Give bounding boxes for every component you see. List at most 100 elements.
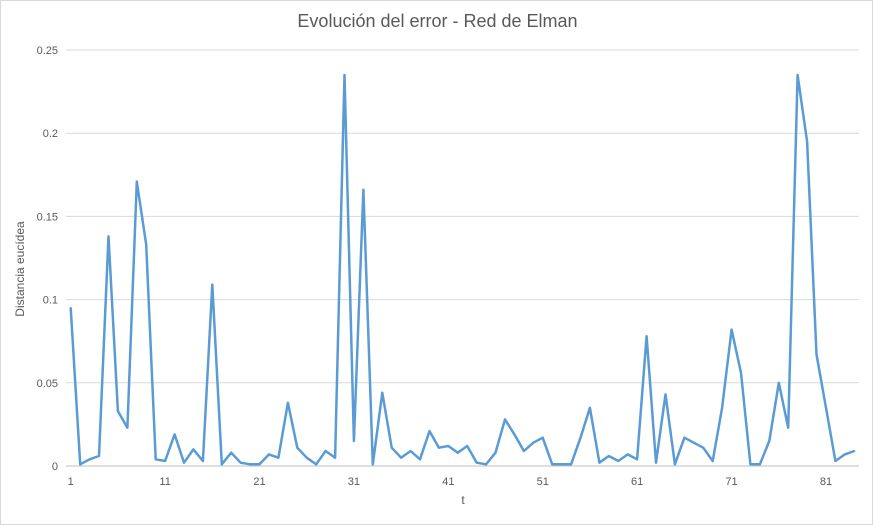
data-point — [721, 406, 724, 409]
data-point — [475, 461, 478, 464]
data-point — [239, 461, 242, 464]
data-point — [711, 460, 714, 463]
data-point — [815, 353, 818, 356]
data-point — [154, 458, 157, 461]
y-tick-label: 0.2 — [43, 128, 58, 140]
data-point — [702, 446, 705, 449]
data-point — [739, 371, 742, 374]
x-tick-label: 61 — [631, 476, 643, 488]
x-tick-label: 51 — [537, 476, 549, 488]
data-point — [69, 306, 72, 309]
data-point — [334, 456, 337, 459]
y-tick-label: 0.05 — [37, 378, 58, 390]
data-point — [230, 451, 233, 454]
data-point — [673, 463, 676, 466]
data-point — [730, 328, 733, 331]
data-point — [683, 436, 686, 439]
data-point — [249, 463, 252, 466]
data-point — [267, 453, 270, 456]
data-point — [824, 406, 827, 409]
data-point — [466, 445, 469, 448]
data-point — [428, 430, 431, 433]
data-point — [437, 446, 440, 449]
x-tick-label: 41 — [442, 476, 454, 488]
data-point — [145, 243, 148, 246]
data-point — [503, 418, 506, 421]
data-point — [834, 460, 837, 463]
data-point — [107, 235, 110, 238]
data-point — [324, 450, 327, 453]
y-tick-label: 0.25 — [37, 45, 58, 57]
data-point — [352, 440, 355, 443]
chart-title: Evolución del error - Red de Elman — [297, 11, 578, 31]
data-point — [522, 450, 525, 453]
data-point — [211, 283, 214, 286]
x-tick-label: 81 — [820, 476, 832, 488]
x-tick-label: 71 — [725, 476, 737, 488]
data-point — [447, 445, 450, 448]
data-point — [513, 433, 516, 436]
data-point — [126, 426, 129, 429]
data-point — [626, 453, 629, 456]
data-point — [645, 335, 648, 338]
data-point — [853, 450, 856, 453]
data-point — [315, 463, 318, 466]
data-point — [164, 460, 167, 463]
data-point — [588, 406, 591, 409]
data-point — [258, 463, 261, 466]
data-point — [400, 456, 403, 459]
y-tick-label: 0 — [52, 461, 58, 473]
data-point — [551, 463, 554, 466]
data-point — [598, 461, 601, 464]
data-point — [381, 391, 384, 394]
data-point — [749, 463, 752, 466]
data-point — [664, 393, 667, 396]
series-group — [69, 73, 856, 466]
data-point — [116, 410, 119, 413]
data-point — [192, 448, 195, 451]
data-point — [692, 441, 695, 444]
x-axis-label: t — [461, 493, 465, 507]
x-tick-label: 11 — [159, 476, 170, 488]
x-tick-label: 31 — [348, 476, 360, 488]
data-point — [456, 451, 459, 454]
data-point — [390, 446, 393, 449]
data-point — [796, 73, 799, 76]
data-point — [768, 440, 771, 443]
data-point — [570, 463, 573, 466]
data-point — [220, 463, 223, 466]
data-point — [135, 180, 138, 183]
data-point — [201, 460, 204, 463]
data-point — [98, 455, 101, 458]
data-point — [173, 433, 176, 436]
data-point — [560, 463, 563, 466]
data-point — [607, 455, 610, 458]
series-line — [69, 73, 855, 466]
data-point — [362, 188, 365, 191]
data-point — [277, 456, 280, 459]
data-point — [532, 441, 535, 444]
x-tick-labels: 1 11 21 31 41 51 61 71 81 — [68, 476, 832, 488]
data-point — [617, 460, 620, 463]
data-point — [787, 426, 790, 429]
data-point — [541, 436, 544, 439]
y-tick-label: 0.1 — [43, 295, 58, 307]
y-tick-label: 0.15 — [37, 211, 58, 223]
data-point — [843, 453, 846, 456]
data-point — [296, 446, 299, 449]
data-point — [655, 461, 658, 464]
data-point — [371, 463, 374, 466]
gridlines — [66, 49, 859, 467]
data-point — [343, 73, 346, 76]
data-point — [305, 456, 308, 459]
data-point — [806, 140, 809, 143]
data-point — [88, 458, 91, 461]
data-point — [777, 381, 780, 384]
data-point — [409, 450, 412, 453]
data-point — [485, 463, 488, 466]
data-point — [636, 458, 639, 461]
data-point — [579, 436, 582, 439]
x-tick-label: 21 — [253, 476, 265, 488]
